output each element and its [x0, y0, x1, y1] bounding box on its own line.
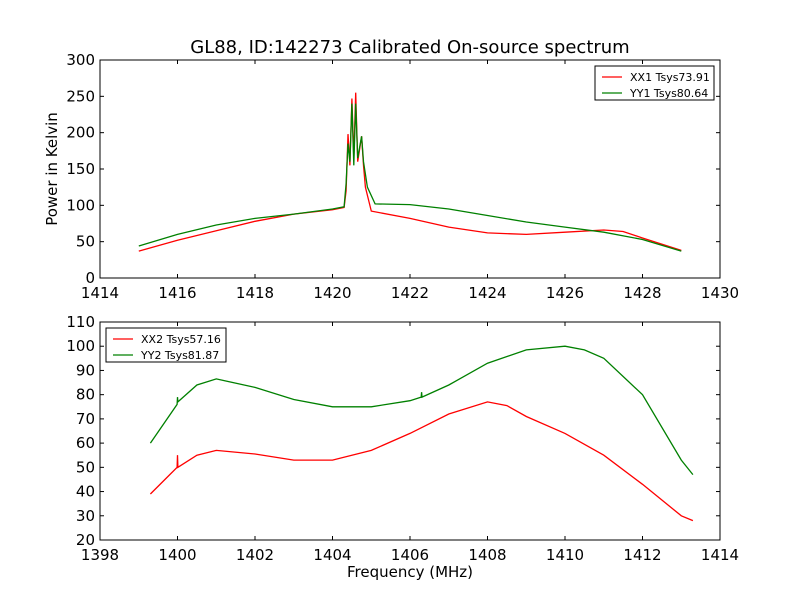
- y-tick-label: 110: [66, 313, 95, 331]
- y-tick-label: 0: [85, 269, 95, 287]
- x-axis-label: Frequency (MHz): [347, 563, 473, 581]
- x-tick-label: 1414: [81, 284, 119, 302]
- legend: XX2 Tsys57.16 YY2 Tsys81.87: [105, 327, 227, 363]
- x-tick-label: 1398: [81, 546, 119, 564]
- legend-box: [594, 65, 715, 101]
- legend-label: XX1 Tsys73.91: [630, 71, 710, 84]
- y-axis-label: Power in Kelvin: [43, 112, 61, 226]
- y-tick-label: 100: [66, 337, 95, 355]
- y-tick-label: 250: [66, 87, 95, 105]
- y-tick-label: 50: [76, 233, 95, 251]
- y-tick-label: 60: [76, 434, 95, 452]
- y-tick-label: 150: [66, 160, 95, 178]
- x-tick-label: 1416: [158, 284, 196, 302]
- x-tick-label: 1400: [158, 546, 196, 564]
- x-tick-label: 1422: [391, 284, 429, 302]
- x-tick-label: 1402: [236, 546, 274, 564]
- legend-box: [105, 327, 227, 363]
- series-line-xx2: [149, 401, 694, 522]
- x-tick-label: 1408: [468, 546, 506, 564]
- x-tick-label: 1420: [313, 284, 351, 302]
- top-axes: 1414 1416 1418 1420 1422 1424 1426 1428 1430 0 50 1…: [66, 51, 739, 302]
- x-tick-label: 1404: [313, 546, 351, 564]
- y-tick-label: 90: [76, 361, 95, 379]
- x-tick-label: 1426: [546, 284, 584, 302]
- x-tick-label: 1428: [623, 284, 661, 302]
- legend: XX1 Tsys73.91 YY1 Tsys80.64: [594, 65, 715, 101]
- x-tick-label: 1410: [546, 546, 584, 564]
- y-tick-label: 80: [76, 386, 95, 404]
- x-tick-label: 1418: [236, 284, 274, 302]
- legend-label: YY1 Tsys80.64: [629, 87, 708, 100]
- x-tick-label: 1430: [701, 284, 739, 302]
- x-tick-label: 1406: [391, 546, 429, 564]
- y-tick-label: 20: [76, 531, 95, 549]
- legend-label: XX2 Tsys57.16: [141, 333, 221, 346]
- bottom-axes: 1398 1400 1402 1404 1406 1408 1410 1412 1414 20 30…: [66, 313, 739, 564]
- y-tick-label: 50: [76, 458, 95, 476]
- chart-title: GL88, ID:142273 Calibrated On-source spe…: [190, 37, 629, 58]
- series-line-yy1: [138, 103, 682, 252]
- y-tick-label: 100: [66, 196, 95, 214]
- legend-label: YY2 Tsys81.87: [140, 349, 219, 362]
- x-tick-label: 1414: [701, 546, 739, 564]
- x-tick-label: 1412: [623, 546, 661, 564]
- series-line-yy2: [149, 345, 694, 476]
- y-tick-label: 200: [66, 124, 95, 142]
- y-tick-label: 30: [76, 507, 95, 525]
- x-tick-label: 1424: [468, 284, 506, 302]
- y-tick-label: 40: [76, 483, 95, 501]
- y-tick-label: 70: [76, 410, 95, 428]
- y-tick-label: 300: [66, 51, 95, 69]
